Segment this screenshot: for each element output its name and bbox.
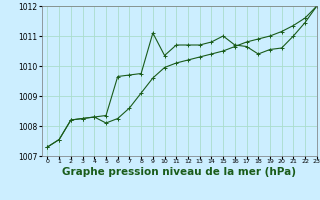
- X-axis label: Graphe pression niveau de la mer (hPa): Graphe pression niveau de la mer (hPa): [62, 167, 296, 177]
